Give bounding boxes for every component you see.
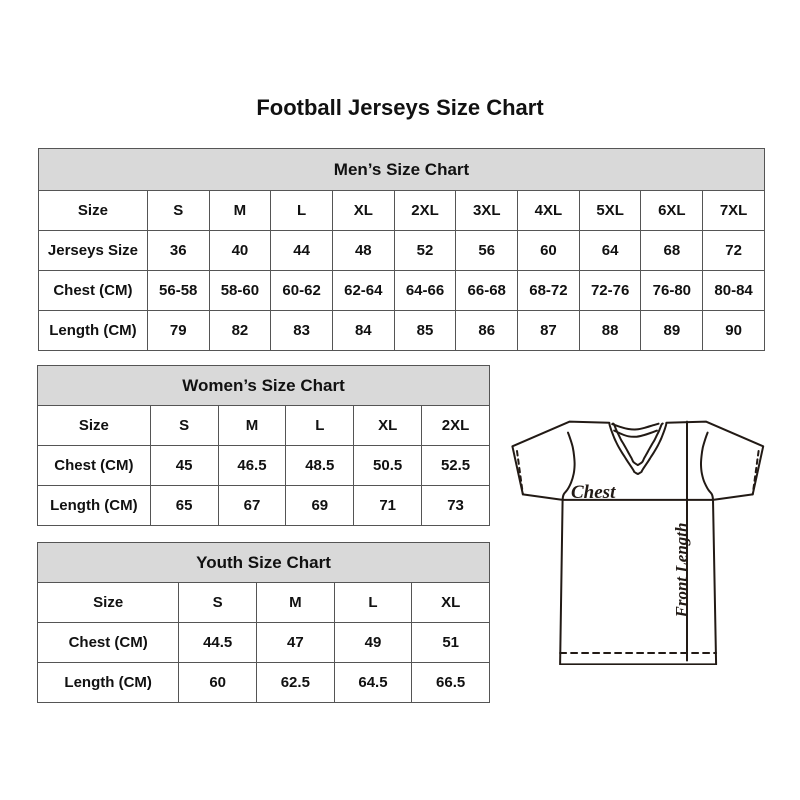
svg-text:Chest: Chest [571,482,616,503]
svg-text:Front Length: Front Length [672,523,691,619]
